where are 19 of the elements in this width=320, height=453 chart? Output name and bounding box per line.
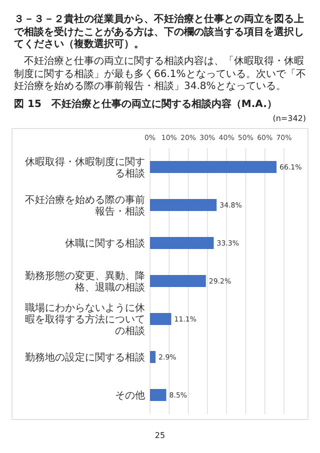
text: 25	[154, 430, 166, 442]
y-tick-label: 休職に関する相談	[65, 238, 145, 250]
y-tick-label: 不妊治療を始める際の事前報告・相談	[25, 194, 145, 218]
y-tick-label: 勤務形態の変更、異動、降格、退職の相談	[25, 270, 145, 294]
y-tick-label: 勤務地の設定に関する相談	[25, 352, 145, 364]
text: ３－３－２貴社の従業員から、不妊治療と仕事との両立を図る上で相談を受けたことがある方は、下の欄の該当する項目を選択してください（複数選択可）。	[14, 14, 305, 52]
bar	[150, 275, 206, 287]
bar	[150, 313, 172, 325]
y-tick-label: その他	[115, 390, 145, 402]
text: 不妊治療と仕事の両立に関する相談内容は、「休暇取得・休暇制度に関する相談」が最も多く66.1%となっている。次いで「不妊治療を始める際の事前報告・相談」34.8%となっている。	[14, 56, 306, 94]
bar	[150, 351, 156, 363]
y-tick-label: 職場にわからないように休暇を取得する方法についての相談	[25, 302, 145, 337]
bar	[150, 389, 166, 401]
bar	[150, 161, 277, 173]
bar	[150, 199, 217, 211]
bar	[150, 237, 214, 249]
text: (n=342)	[272, 113, 306, 125]
chart-title: 図 15 不妊治療と仕事の両立に関する相談内容（M.A.）	[14, 99, 278, 112]
y-tick-label: 休暇取得・休暇制度に関する相談	[25, 156, 145, 180]
